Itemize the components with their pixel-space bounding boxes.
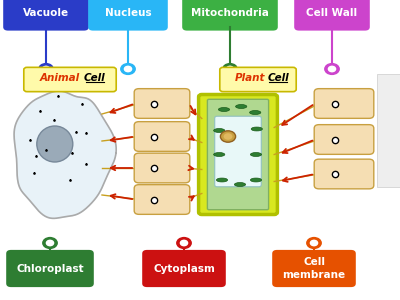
FancyBboxPatch shape [142, 250, 226, 287]
FancyBboxPatch shape [24, 68, 116, 92]
FancyBboxPatch shape [207, 99, 269, 210]
Text: Cell: Cell [84, 73, 106, 83]
Circle shape [325, 64, 339, 74]
FancyBboxPatch shape [314, 125, 374, 154]
Circle shape [121, 64, 135, 74]
Ellipse shape [216, 178, 228, 182]
Text: Cell
membrane: Cell membrane [282, 257, 346, 280]
Text: Plant: Plant [235, 73, 265, 83]
Ellipse shape [218, 107, 230, 111]
FancyBboxPatch shape [314, 159, 374, 189]
Circle shape [307, 238, 321, 248]
Ellipse shape [214, 129, 225, 133]
FancyBboxPatch shape [3, 0, 89, 31]
FancyBboxPatch shape [134, 184, 190, 214]
Circle shape [46, 240, 54, 246]
Circle shape [223, 64, 237, 74]
Circle shape [39, 64, 53, 74]
FancyBboxPatch shape [220, 68, 296, 92]
Text: Mitochondria: Mitochondria [191, 8, 269, 19]
Ellipse shape [250, 152, 262, 156]
Text: Nucleus: Nucleus [105, 8, 151, 19]
Ellipse shape [250, 110, 261, 114]
Circle shape [310, 240, 318, 246]
FancyBboxPatch shape [198, 94, 278, 214]
Ellipse shape [234, 182, 246, 186]
Text: Cell: Cell [267, 73, 289, 83]
Polygon shape [14, 91, 116, 218]
Circle shape [328, 66, 336, 72]
Circle shape [42, 66, 50, 72]
Text: Chloroplast: Chloroplast [16, 263, 84, 274]
FancyBboxPatch shape [134, 89, 190, 118]
FancyBboxPatch shape [134, 153, 190, 183]
FancyBboxPatch shape [377, 74, 400, 187]
FancyBboxPatch shape [314, 89, 374, 118]
Ellipse shape [220, 131, 236, 142]
FancyBboxPatch shape [215, 116, 261, 187]
FancyBboxPatch shape [88, 0, 168, 31]
FancyBboxPatch shape [134, 122, 190, 151]
Circle shape [43, 238, 57, 248]
Text: Vacuole: Vacuole [23, 8, 69, 19]
FancyBboxPatch shape [272, 250, 356, 287]
Ellipse shape [251, 127, 262, 131]
Text: Animal: Animal [40, 73, 80, 83]
Circle shape [124, 66, 132, 72]
Ellipse shape [224, 133, 232, 140]
Ellipse shape [236, 105, 247, 108]
Ellipse shape [214, 152, 225, 156]
Text: Cytoplasm: Cytoplasm [153, 263, 215, 274]
FancyBboxPatch shape [294, 0, 370, 31]
Text: Cell Wall: Cell Wall [306, 8, 358, 19]
Circle shape [180, 240, 188, 246]
FancyBboxPatch shape [182, 0, 278, 31]
FancyBboxPatch shape [6, 250, 94, 287]
Ellipse shape [37, 126, 73, 162]
Circle shape [177, 238, 191, 248]
Ellipse shape [250, 178, 262, 182]
Circle shape [226, 66, 234, 72]
